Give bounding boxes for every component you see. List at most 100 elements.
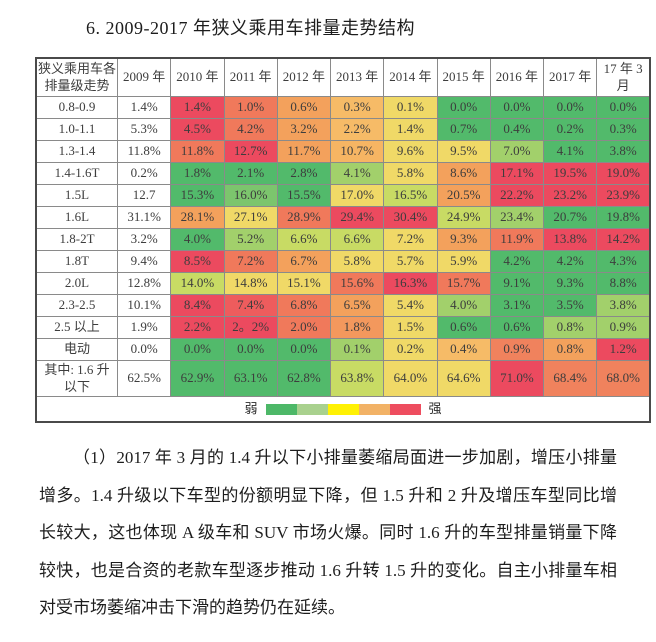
heatmap-cell: 17.1% xyxy=(489,161,545,185)
legend-swatch xyxy=(296,403,328,415)
heatmap-cell: 22.2% xyxy=(489,183,545,207)
heatmap-cell: 3.2% xyxy=(276,117,332,141)
heatmap-cell: 0.0% xyxy=(170,337,225,361)
base-year-cell: 62.5% xyxy=(116,359,172,397)
legend-swatch xyxy=(358,403,390,415)
heatmap-cell: 0.8% xyxy=(542,337,598,361)
table-row: 1.8T 9.4% 8.5% 7.2% 6.7% 5.8% 5.7% 5.9% 4.2% 4.2%… xyxy=(35,249,651,273)
heatmap-cell: 19.8% xyxy=(596,205,651,229)
heatmap-cell: 63.8% xyxy=(329,359,385,397)
year-header-cell: 2012 年 xyxy=(276,57,332,97)
row-label-cell: 1.4-1.6T xyxy=(35,161,118,185)
heatmap-cell: 1.8% xyxy=(170,161,225,185)
heatmap-cell: 8.4% xyxy=(170,293,225,317)
heatmap-cell: 19.5% xyxy=(542,161,598,185)
year-header-cell: 2013 年 xyxy=(329,57,385,97)
heatmap-cell: 1.4% xyxy=(383,117,438,141)
heatmap-cell: 1.0% xyxy=(223,95,278,119)
heatmap-cell: 6.6% xyxy=(276,227,332,251)
year-header-cell: 2014 年 xyxy=(383,57,438,97)
heatmap-cell: 4.3% xyxy=(596,249,651,273)
base-year-cell: 1.9% xyxy=(116,315,172,339)
table-row: 2.0L 12.8% 14.0% 14.8% 15.1% 15.6% 16.3% 15.7% 9… xyxy=(35,271,651,295)
table-row: 1.6L 31.1% 28.1% 27.1% 28.9% 29.4% 30.4% 24.9% 2… xyxy=(35,205,651,229)
heatmap-cell: 11.9% xyxy=(489,227,545,251)
legend-color-scale xyxy=(265,403,421,415)
table-header: 狭义乘用车各排量级走势 2009 年 2010 年 2011 年 2012 年 2013 … xyxy=(35,57,651,97)
table-row: 0.8-0.9 1.4% 1.4% 1.0% 0.6% 0.3% 0.1% 0.0% 0.0% 0… xyxy=(35,95,651,119)
heatmap-cell: 4.2% xyxy=(489,249,545,273)
heatmap-cell: 62.8% xyxy=(276,359,332,397)
table-row: 1.4-1.6T 0.2% 1.8% 2.1% 2.8% 4.1% 5.8% 8.6% 17.1… xyxy=(35,161,651,185)
heatmap-cell: 16.5% xyxy=(383,183,438,207)
heatmap-cell: 14.2% xyxy=(596,227,651,251)
heatmap-cell: 20.5% xyxy=(436,183,491,207)
heatmap-cell: 0.0% xyxy=(223,337,278,361)
heatmap-cell: 3.8% xyxy=(596,139,651,163)
legend-swatch xyxy=(265,403,297,415)
heatmap-cell: 14.0% xyxy=(170,271,225,295)
heatmap-cell: 5.8% xyxy=(383,161,438,185)
heatmap-cell: 4.5% xyxy=(170,117,225,141)
heatmap-cell: 5.7% xyxy=(383,249,438,273)
heatmap-cell: 68.4% xyxy=(542,359,598,397)
row-label-cell: 1.5L xyxy=(35,183,118,207)
heatmap-cell: 2.2% xyxy=(170,315,225,339)
year-header-cell: 2011 年 xyxy=(223,57,278,97)
heatmap-cell: 0.2% xyxy=(542,117,598,141)
heatmap-cell: 2。2% xyxy=(223,315,278,339)
heatmap-cell: 0.6% xyxy=(436,315,491,339)
heatmap-cell: 28.1% xyxy=(170,205,225,229)
document-page: 6. 2009-2017 年狭义乘用车排量走势结构 狭义乘用车各排量级走势 200… xyxy=(0,14,656,627)
heatmap-cell: 68.0% xyxy=(596,359,651,397)
heatmap-cell: 7.2% xyxy=(383,227,438,251)
row-label-cell: 1.8T xyxy=(35,249,118,273)
heatmap-cell: 12.7% xyxy=(223,139,278,163)
heatmap-cell: 9.3% xyxy=(542,271,598,295)
header-row: 狭义乘用车各排量级走势 2009 年 2010 年 2011 年 2012 年 2013 … xyxy=(35,57,651,97)
displacement-heatmap-table: 狭义乘用车各排量级走势 2009 年 2010 年 2011 年 2012 年 2013 … xyxy=(35,57,651,424)
heatmap-cell: 23.4% xyxy=(489,205,545,229)
heatmap-cell: 0.0% xyxy=(542,95,598,119)
year-header-cell: 2010 年 xyxy=(170,57,225,97)
heatmap-cell: 3.1% xyxy=(489,293,545,317)
row-label-cell: 2.3-2.5 xyxy=(35,293,118,317)
table-row: 1.0-1.1 5.3% 4.5% 4.2% 3.2% 2.2% 1.4% 0.7% 0.4% 0… xyxy=(35,117,651,141)
heatmap-cell: 30.4% xyxy=(383,205,438,229)
heatmap-cell: 15.3% xyxy=(170,183,225,207)
heatmap-cell: 7.0% xyxy=(489,139,545,163)
heatmap-cell: 27.1% xyxy=(223,205,278,229)
heatmap-cell: 14.8% xyxy=(223,271,278,295)
heatmap-cell: 15.7% xyxy=(436,271,491,295)
base-year-cell: 3.2% xyxy=(116,227,172,251)
heatmap-cell: 2.0% xyxy=(276,315,332,339)
legend-weak-label: 弱 xyxy=(244,401,258,417)
heatmap-cell: 0.8% xyxy=(542,315,598,339)
heatmap-cell: 7.4% xyxy=(223,293,278,317)
heatmap-cell: 0.1% xyxy=(329,337,385,361)
heatmap-cell: 4.1% xyxy=(542,139,598,163)
table-row: 1.5L 12.7 15.3% 16.0% 15.5% 17.0% 16.5% 20.5% 22… xyxy=(35,183,651,207)
legend-cell: 弱强 xyxy=(35,395,651,423)
year-header-cell: 2009 年 xyxy=(116,57,172,97)
heatmap-cell: 8.8% xyxy=(596,271,651,295)
heatmap-cell: 63.1% xyxy=(223,359,278,397)
heatmap-cell: 10.7% xyxy=(329,139,385,163)
heatmap-cell: 0.3% xyxy=(329,95,385,119)
base-year-cell: 31.1% xyxy=(116,205,172,229)
row-label-cell: 2.5 以上 xyxy=(35,315,118,339)
heatmap-cell: 4.0% xyxy=(436,293,491,317)
heatmap-cell: 16.3% xyxy=(383,271,438,295)
heatmap-cell: 1.8% xyxy=(329,315,385,339)
heatmap-cell: 0.6% xyxy=(489,315,545,339)
table-row: 1.3-1.4 11.8% 11.8% 12.7% 11.7% 10.7% 9.6% 9.5%… xyxy=(35,139,651,163)
heatmap-cell: 0.9% xyxy=(596,315,651,339)
heatmap-cell: 5.4% xyxy=(383,293,438,317)
heatmap-cell: 0.0% xyxy=(436,95,491,119)
year-header-cell: 2015 年 xyxy=(436,57,491,97)
row-label-cell: 其中: 1.6 升以下 xyxy=(35,359,118,397)
heatmap-cell: 0.6% xyxy=(276,95,332,119)
heatmap-cell: 2.8% xyxy=(276,161,332,185)
heatmap-cell: 4.2% xyxy=(542,249,598,273)
table-body: 0.8-0.9 1.4% 1.4% 1.0% 0.6% 0.3% 0.1% 0.0% 0.0% 0… xyxy=(35,95,651,423)
